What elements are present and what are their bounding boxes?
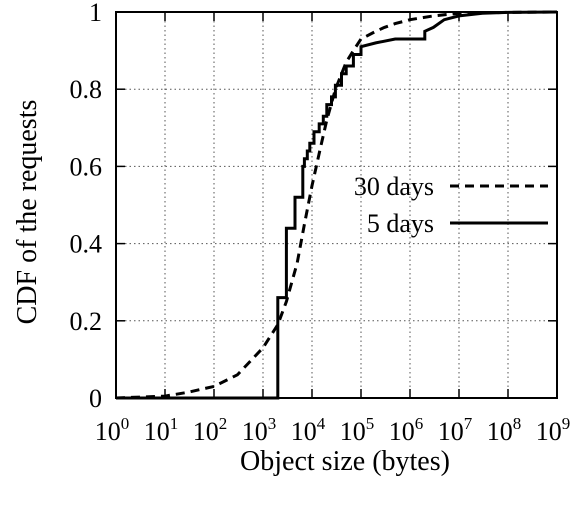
y-tick-label: 0 <box>89 384 102 413</box>
x-axis-label: Object size (bytes) <box>240 446 450 477</box>
x-tick-label: 107 <box>438 414 473 446</box>
x-tick-label: 104 <box>291 414 326 446</box>
y-tick-label: 0.2 <box>70 307 103 336</box>
series-layer <box>115 10 558 400</box>
series-line-30-days <box>115 10 558 400</box>
y-tick-label: 0.8 <box>70 75 103 104</box>
y-axis-label: CDF of the requests <box>12 100 43 325</box>
x-tick-label: 102 <box>193 414 228 446</box>
y-tick-labels: 0 0.2 0.4 0.6 0.8 1 <box>70 0 103 413</box>
grid-lines <box>116 12 557 398</box>
x-tick-label: 109 <box>536 414 571 446</box>
x-tick-label: 108 <box>487 414 522 446</box>
x-tick-labels: 100 101 102 103 104 105 106 107 108 109 <box>95 414 571 446</box>
x-tick-label: 106 <box>389 414 424 446</box>
plot-frame <box>115 11 558 399</box>
legend-label: 5 days <box>367 209 434 238</box>
x-tick-label: 100 <box>95 414 130 446</box>
series-line-5-days <box>116 10 558 400</box>
x-tick-label: 103 <box>242 414 277 446</box>
legend-label: 30 days <box>354 172 434 201</box>
x-tick-label: 101 <box>144 414 179 446</box>
y-tick-label: 0.6 <box>70 152 103 181</box>
legend: 30 days 5 days <box>354 172 548 238</box>
axis-ticks <box>115 11 558 399</box>
y-tick-label: 1 <box>89 0 102 27</box>
y-tick-label: 0.4 <box>70 230 103 259</box>
x-tick-label: 105 <box>340 414 375 446</box>
